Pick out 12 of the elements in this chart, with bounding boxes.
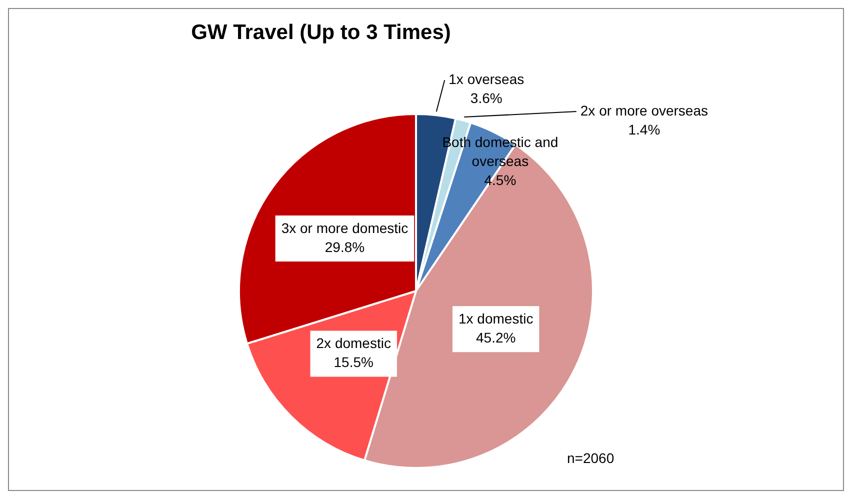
slice-label: 2x or more overseas [580, 102, 708, 118]
data-label: 29.8% [324, 238, 365, 255]
data-label: 1.4% [628, 121, 660, 138]
chart-title: GW Travel (Up to 3 Times) [191, 20, 451, 44]
text: n=2060 [567, 450, 614, 466]
slice-label: 1x domestic [458, 310, 534, 327]
slice-label: 2x domestic [316, 335, 391, 352]
data-label: 45.2% [476, 330, 516, 346]
data-label: 3.6% [470, 90, 502, 106]
slice-label: 3x or more domestic [281, 220, 408, 236]
slice-label: 1x overseas [448, 70, 524, 87]
data-label: 15.5% [334, 354, 374, 370]
